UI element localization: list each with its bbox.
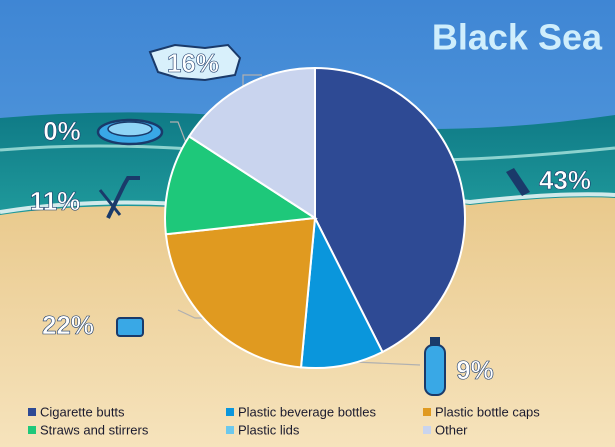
data-label: 0% — [43, 116, 81, 146]
legend-swatch — [423, 408, 431, 416]
legend-label: Plastic bottle caps — [435, 404, 540, 419]
legend-label: Other — [435, 422, 468, 437]
legend-swatch — [226, 426, 234, 434]
chart: Black Sea 43% 9% 22% 11% 0% 16% Cigarette butt… — [0, 0, 615, 447]
legend-label: Plastic beverage bottles — [238, 404, 377, 419]
pie — [165, 68, 465, 368]
legend-swatch — [28, 426, 36, 434]
data-label: 16% — [167, 48, 219, 78]
legend-swatch — [423, 426, 431, 434]
legend-label: Straws and stirrers — [40, 422, 149, 437]
data-label: 9% — [456, 355, 494, 385]
legend-label: Plastic lids — [238, 422, 300, 437]
legend-swatch — [28, 408, 36, 416]
legend-label: Cigarette butts — [40, 404, 125, 419]
chart-title: Black Sea — [432, 17, 603, 58]
legend-swatch — [226, 408, 234, 416]
data-label: 22% — [42, 310, 94, 340]
data-label: 43% — [539, 165, 591, 195]
data-label: 11% — [30, 186, 81, 216]
